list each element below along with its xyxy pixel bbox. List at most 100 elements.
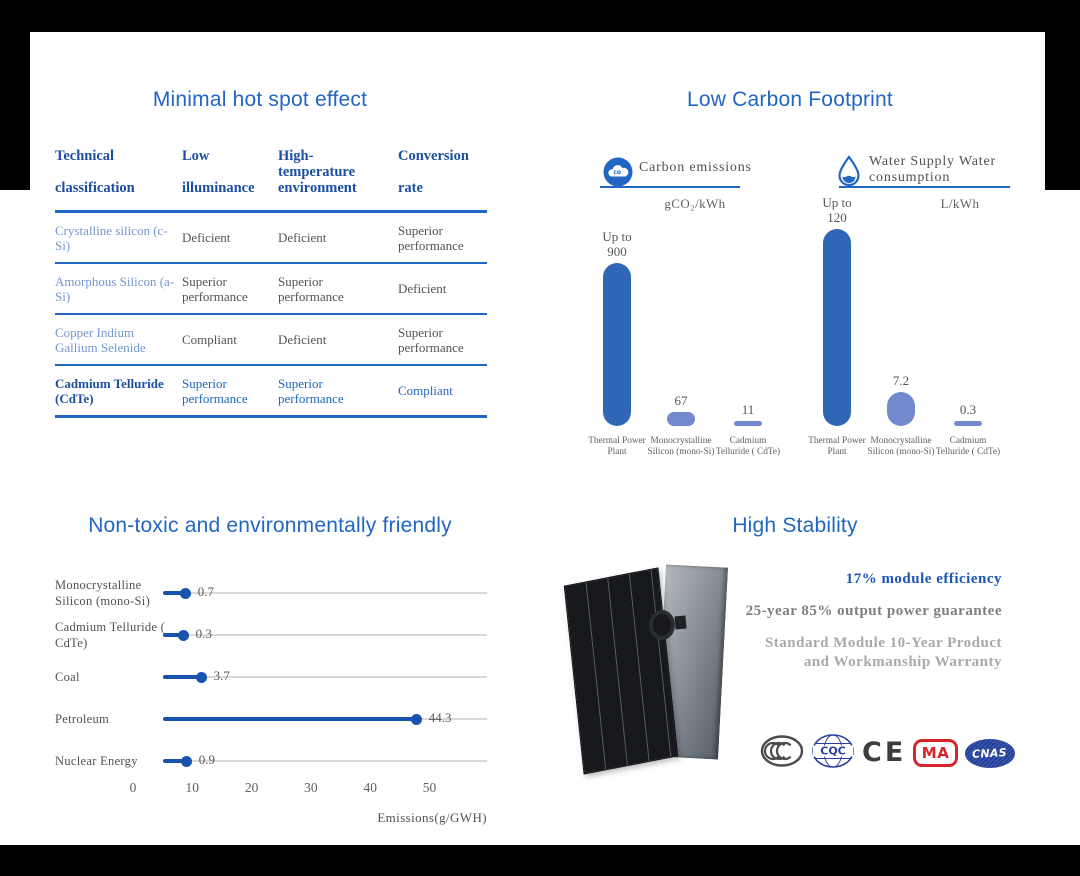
x-axis-label: Emissions(g/GWH)	[377, 810, 487, 825]
water-legend-label: Water Supply Water consumption	[869, 154, 996, 185]
row-label: Crystalline silicon (c-Si)	[55, 222, 168, 253]
header-line: classification	[55, 180, 135, 196]
right-black-strip	[1045, 32, 1080, 190]
carbon-legend-label: Carbon emissions	[639, 160, 752, 175]
svg-text:co: co	[613, 169, 621, 176]
row-label: Copper Indium Gallium Selenide	[55, 324, 146, 355]
solar-panel-image	[563, 560, 750, 775]
water-unit-label: L/kWh	[940, 196, 980, 211]
table-cell: Superior performance	[398, 222, 464, 253]
lollipop-line	[163, 675, 201, 679]
header-line: Conversion	[398, 148, 469, 164]
bar-value-label: 11	[741, 402, 755, 417]
x-axis-tick: 0	[129, 780, 137, 795]
bar-value-label: 67	[674, 393, 688, 408]
workmanship-warranty-text: Standard Module 10-Year Product and Work…	[764, 635, 1002, 670]
lollipop-dot	[180, 755, 192, 767]
lollipop-value-label: 0.9	[198, 752, 216, 767]
lollipop-track	[163, 592, 487, 594]
left-black-strip	[0, 32, 30, 190]
lollipop-row-label: Monocrystalline Silicon (mono-Si)	[55, 578, 151, 608]
lollipop-track	[163, 676, 487, 678]
lollipop-track	[163, 634, 487, 636]
header-line: temperature	[278, 164, 356, 180]
top-black-bar	[0, 0, 1080, 32]
bar-category-label: Monocrystalline Silicon (mono-Si)	[647, 436, 715, 457]
header-line: Low	[182, 148, 210, 164]
table-cell: Compliant	[182, 332, 237, 347]
bar-category-label: Cadmium Telluride ( CdTe)	[715, 436, 781, 457]
bar-cadmium-telluride-cdte-	[734, 421, 762, 426]
bar-monocrystalline-silicon-mono-si-	[887, 392, 915, 426]
water-drop-icon	[836, 155, 862, 192]
table-cell: Deficient	[278, 332, 327, 347]
hotspot-section-title: Minimal hot spot effect	[152, 88, 368, 111]
lollipop-line	[163, 591, 185, 595]
carbon-unit-label: gCO₂/kWh	[664, 196, 726, 211]
lollipop-value-label: 0.3	[195, 626, 212, 641]
header-line: illuminance	[182, 180, 255, 196]
table-cell: Deficient	[278, 230, 327, 245]
junction-box-icon	[649, 610, 675, 640]
x-axis-tick: 30	[304, 780, 318, 795]
legend-underline	[600, 186, 740, 188]
table-row: Crystalline silicon (c-Si) Deficient Defic…	[55, 213, 487, 264]
row-label: Amorphous Silicon (a-Si)	[55, 273, 175, 304]
ccc-certification-icon	[760, 734, 804, 773]
bar-thermal-power-plant	[603, 263, 631, 426]
nontoxic-section-title: Non-toxic and environmentally friendly	[88, 514, 452, 537]
cnas-certification-icon: CNAS	[964, 738, 1015, 768]
bar-category-label: Thermal Power Plant	[808, 436, 866, 457]
certification-logos: CQC CE MA CNAS	[760, 733, 1015, 773]
lollipop-value-label: 44.3	[428, 710, 452, 725]
module-efficiency-text: 17% module efficiency	[845, 571, 1002, 587]
bar-cadmium-telluride-cdte-	[954, 421, 982, 426]
table-header-cell: Low illuminance	[182, 148, 278, 196]
lollipop-line	[163, 759, 186, 763]
table-header-cell: High-temperature environment	[278, 148, 398, 196]
lollipop-track	[163, 760, 487, 762]
bar-category-label: Cadmium Telluride ( CdTe)	[935, 436, 1001, 457]
lollipop-line	[163, 717, 416, 721]
table-cell: Superior performance	[182, 273, 248, 304]
table-cell: Deficient	[398, 281, 447, 296]
table-row: Copper Indium Gallium Selenide Compliant D…	[55, 315, 487, 366]
table-header-cell: Conversion rate	[398, 148, 487, 196]
cma-certification-icon: MA	[913, 739, 958, 767]
cqc-text: CQC	[820, 744, 846, 757]
x-axis-tick: 10	[185, 780, 200, 795]
table-cell: Superior performance	[278, 273, 344, 304]
header-line: Technical	[55, 148, 115, 164]
bar-thermal-power-plant	[823, 229, 851, 426]
junction-box-clip	[674, 615, 687, 630]
cqc-certification-icon: CQC	[811, 733, 855, 774]
legend-underline	[839, 186, 1010, 188]
x-axis-tick: 50	[422, 780, 437, 795]
bar-value-label: 7.2	[892, 373, 910, 388]
row-label: Cadmium Telluride (CdTe)	[55, 375, 164, 406]
x-axis-tick: 40	[363, 780, 377, 795]
stability-highlights: 17% module efficiency 25-year 85% output…	[740, 570, 1002, 672]
header-line: environment	[278, 180, 357, 196]
solar-panel-front	[563, 567, 679, 775]
table-cell: Deficient	[182, 230, 231, 245]
table-header-cell: Technical classification	[55, 148, 182, 196]
carbon-emissions-chart: co Carbon emissions gCO₂/kWh Up to 900 The…	[588, 140, 810, 490]
table-header-row: Technical classification Low illuminance Hig…	[55, 148, 487, 213]
table-cell: Compliant	[398, 383, 453, 398]
table-row: Cadmium Telluride (CdTe) Superior perform…	[55, 366, 487, 418]
stability-section-title: High Stability	[732, 514, 858, 537]
table-row: Amorphous Silicon (a-Si) Superior perform…	[55, 264, 487, 315]
ce-certification-icon: CE	[862, 737, 907, 768]
bar-category-label: Monocrystalline Silicon (mono-Si)	[867, 436, 935, 457]
x-axis-tick: 20	[244, 780, 259, 795]
header-line: rate	[398, 180, 423, 196]
header-line: High-	[278, 148, 314, 164]
carbon-cloud-icon: co	[603, 157, 633, 192]
bar-category-label: Thermal Power Plant	[588, 436, 646, 457]
lollipop-line	[163, 633, 183, 637]
bar-value-label: 0.3	[959, 402, 977, 417]
lollipop-row-label: Cadmium Telluride ( CdTe)	[55, 620, 166, 650]
table-cell: Superior performance	[278, 375, 344, 406]
lollipop-row-label: Nuclear Energy	[55, 754, 138, 768]
